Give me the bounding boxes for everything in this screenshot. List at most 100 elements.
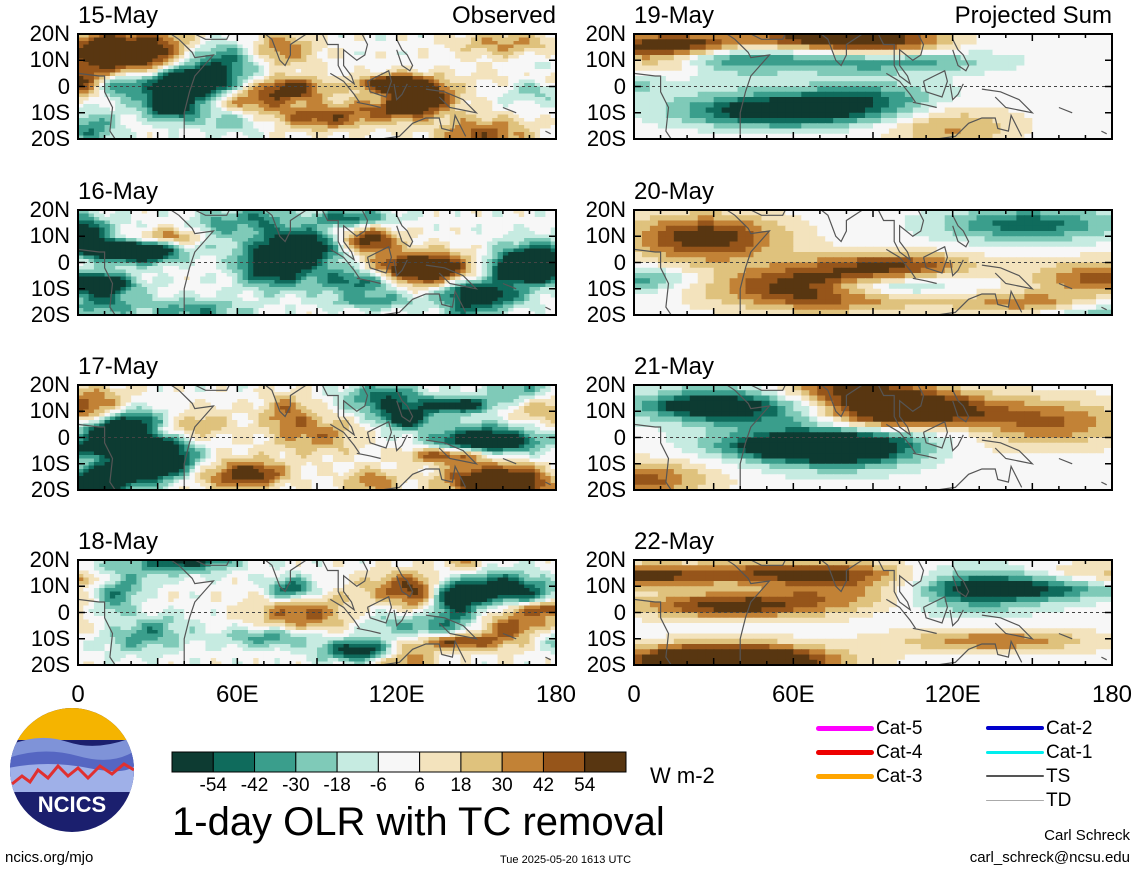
coastline	[952, 215, 970, 248]
panel-17-may	[77, 384, 557, 491]
ncics-logo: NCICS	[10, 708, 134, 832]
x-tick-label: 0	[71, 681, 85, 708]
coastline	[877, 210, 925, 262]
y-tick-label: 0	[57, 424, 70, 450]
y-tick-label: 20S	[30, 477, 70, 502]
panel-date-label: 16-May	[78, 178, 159, 205]
coastline	[393, 83, 408, 101]
y-tick-label: 0	[57, 599, 70, 625]
colorbar-swatch	[295, 751, 338, 773]
y-tick-label: 0	[57, 73, 70, 99]
y-tick-label: 20N	[585, 372, 626, 397]
legend-label: Cat-4	[876, 742, 923, 763]
coastline	[502, 632, 517, 640]
panel-15-may	[77, 33, 557, 140]
coastline	[78, 423, 116, 490]
coastline	[425, 264, 479, 290]
y-tick-label: 10N	[585, 47, 626, 73]
y-tick-label: 10S	[586, 450, 626, 476]
coastline	[885, 72, 916, 103]
footer-author: Carl Schreck	[1044, 827, 1130, 844]
y-tick-label: 20N	[29, 21, 70, 46]
coastline	[634, 248, 672, 315]
panel-date-label: 15-May	[78, 2, 159, 29]
coastline	[634, 598, 672, 665]
coastline	[936, 639, 1023, 665]
colorbar-swatch	[254, 751, 297, 773]
coastline	[380, 639, 467, 665]
coastline	[502, 457, 517, 465]
legend-swatch	[986, 750, 1044, 754]
coastline	[366, 420, 393, 449]
panel-16-may	[77, 209, 557, 316]
panel-date-label: 18-May	[78, 528, 159, 555]
coastline	[393, 609, 408, 627]
coastline	[885, 423, 916, 454]
y-tick-label: 10S	[586, 99, 626, 125]
legend-swatch	[986, 775, 1044, 777]
coastline	[78, 72, 116, 139]
y-tick-label: 0	[613, 73, 626, 99]
coastline	[356, 277, 381, 285]
colorbar-swatch	[419, 751, 462, 773]
coastline	[321, 385, 369, 437]
panel-18-may	[77, 559, 557, 666]
y-tick-label: 20S	[586, 126, 626, 151]
coastline	[809, 385, 865, 418]
y-tick-label: 10N	[585, 573, 626, 599]
panel-21-may	[633, 384, 1113, 491]
footer-timestamp: Tue 2025-05-20 1613 UTC	[500, 854, 632, 866]
coastline	[1101, 130, 1107, 135]
coastline	[912, 627, 937, 635]
coastline	[1101, 481, 1107, 486]
legend-label: Cat-3	[876, 766, 923, 787]
footer-email: carl_schreck@ncsu.edu	[969, 849, 1130, 866]
coastline	[380, 113, 467, 139]
y-tick-label: 10N	[29, 573, 70, 599]
y-tick-label: 10N	[29, 223, 70, 249]
y-tick-label: 20N	[29, 197, 70, 222]
panel-date-label: 20-May	[634, 178, 715, 205]
panel-column-label: Projected Sum	[954, 2, 1112, 29]
coastline	[949, 609, 964, 627]
panel-19-may	[633, 33, 1113, 140]
colorbar-swatch	[584, 751, 627, 773]
coastline	[981, 439, 1035, 465]
coastline	[321, 34, 369, 86]
y-tick-label: 10N	[585, 223, 626, 249]
colorbar-swatch	[336, 751, 379, 773]
x-tick-label: 180	[1091, 681, 1133, 708]
legend-label: Cat-5	[876, 718, 923, 739]
coastline	[380, 289, 467, 315]
colorbar-swatch	[460, 751, 503, 773]
coastline	[922, 245, 949, 274]
colorbar-tick-label: 18	[450, 775, 472, 796]
coastline	[425, 614, 479, 640]
coastline	[396, 565, 414, 598]
coastline	[981, 264, 1035, 290]
x-tick-label: 120E	[368, 681, 425, 708]
coastline	[502, 106, 517, 114]
coastline	[545, 481, 551, 486]
coastline	[912, 101, 937, 109]
coastline	[726, 560, 771, 665]
colorbar-tick-label: -6	[369, 775, 387, 796]
y-tick-label: 20S	[30, 652, 70, 677]
panel-date-label: 21-May	[634, 353, 715, 380]
y-tick-label: 0	[613, 249, 626, 275]
coastline	[949, 83, 964, 101]
coastline	[425, 88, 479, 114]
coastline	[380, 464, 467, 490]
colorbar-tick-label: -42	[240, 775, 269, 796]
y-tick-label: 20N	[585, 21, 626, 46]
x-tick-label: 120E	[924, 681, 981, 708]
coastline	[78, 248, 116, 315]
colorbar	[171, 751, 627, 773]
panel-22-may	[633, 559, 1113, 666]
coastline	[634, 423, 672, 490]
coastline	[809, 210, 865, 243]
colorbar-swatch	[542, 751, 586, 773]
coastline	[396, 390, 414, 423]
coastline	[366, 69, 393, 98]
colorbar-units: W m-2	[650, 763, 715, 788]
